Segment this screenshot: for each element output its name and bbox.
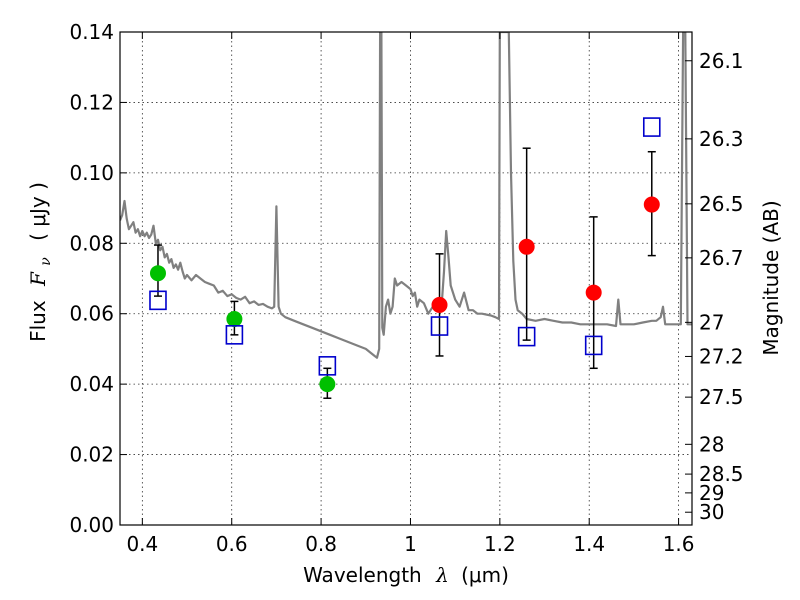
data-point [643, 196, 660, 213]
x-tick-label: 0.4 [126, 532, 158, 556]
model-point [642, 117, 661, 137]
model-point [149, 290, 167, 311]
mag-tick-label: 27.5 [699, 385, 744, 409]
data-point [149, 265, 166, 282]
mag-tick-label: 30 [699, 500, 724, 524]
data-point [226, 310, 243, 327]
mag-tick-label: 27 [699, 310, 724, 334]
y-tick-label: 0.04 [69, 372, 114, 396]
mag-tick-label: 26.7 [699, 246, 744, 270]
x-tick-label: 1 [404, 532, 417, 556]
y-tick-label: 0.14 [69, 20, 114, 44]
y-tick-label: 0.10 [69, 161, 114, 185]
y-axis-label-text: Flux [26, 300, 50, 342]
y-tick-label: 0.08 [69, 231, 114, 255]
data-point [585, 284, 602, 301]
model-point [517, 326, 536, 347]
model-point [225, 325, 244, 345]
y-axis-label-unit: ( μJy ) [26, 182, 50, 241]
x-tick-label: 1.4 [573, 532, 605, 556]
x-tick-label: 0.6 [216, 532, 248, 556]
model-point [430, 316, 449, 336]
model-spectrum-line [120, 32, 692, 359]
data-markers [149, 117, 661, 399]
x-tick-label: 0.8 [305, 532, 337, 556]
x-axis-label-text: Wavelength [303, 563, 422, 587]
data-point [431, 296, 448, 313]
y-axis-label: Flux F ν ( μJy ) [26, 182, 55, 342]
y-axis-label-symbol: F [26, 271, 50, 287]
x-axis-label-unit: (μm) [461, 563, 509, 587]
axis-ticks: 0.4 0.6 0.8 1 1.2 1.4 1.6 0.00 0.02 0.04 0.06 0.08 0… [69, 20, 743, 556]
right-axis-label: Magnitude (AB) [759, 200, 783, 355]
x-axis-label-symbol: λ [435, 563, 449, 587]
x-axis-label: Wavelength λ (μm) [303, 563, 509, 587]
y-tick-label: 0.00 [69, 513, 114, 537]
y-tick-label: 0.12 [69, 90, 114, 114]
mag-tick-label: 29 [699, 481, 724, 505]
grid-lines [120, 32, 692, 525]
data-point [518, 238, 535, 255]
mag-tick-label: 27.2 [699, 344, 744, 368]
mag-tick-label: 28 [699, 432, 724, 456]
y-tick-label: 0.02 [69, 443, 114, 467]
data-point [319, 376, 336, 393]
x-tick-label: 1.2 [484, 532, 516, 556]
mag-tick-label: 28.5 [699, 462, 744, 486]
y-tick-label: 0.06 [69, 302, 114, 326]
model-spectrum-group [120, 32, 692, 359]
model-point [584, 335, 603, 356]
mag-tick-label: 26.5 [699, 192, 744, 216]
model-point [318, 356, 337, 376]
x-tick-label: 1.6 [663, 532, 695, 556]
y-axis-label-subscript: ν [38, 257, 54, 266]
mag-tick-label: 26.3 [699, 127, 744, 151]
mag-tick-label: 26.1 [699, 49, 744, 73]
plot-frame [119, 31, 693, 526]
